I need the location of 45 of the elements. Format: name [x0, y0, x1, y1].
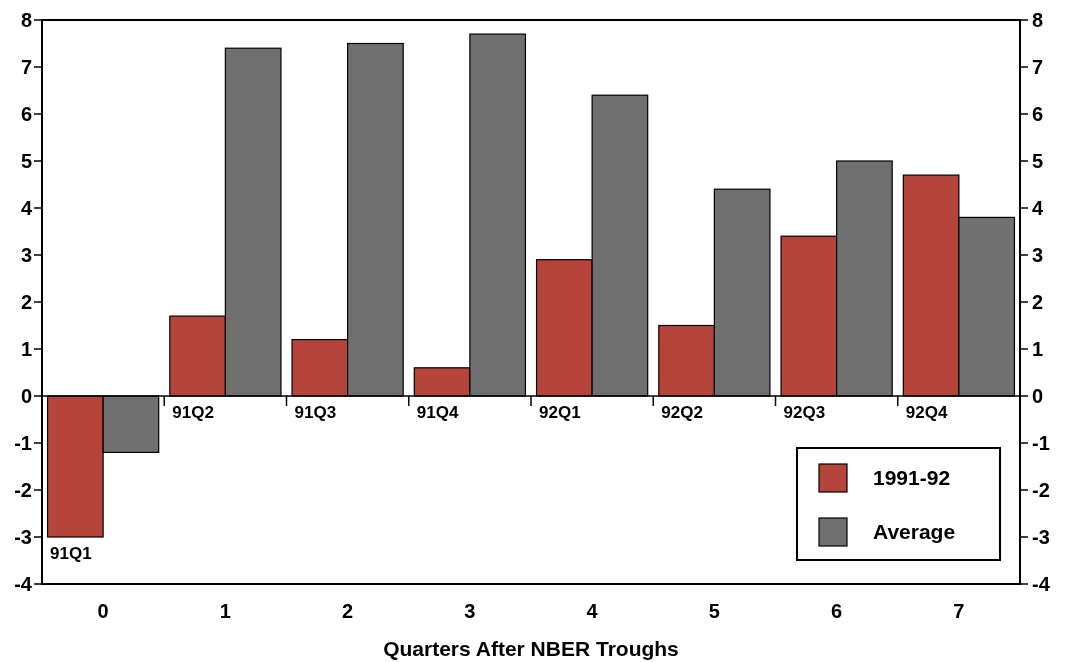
annotation: 92Q3: [783, 403, 826, 422]
y-tick-label: 6: [20, 103, 32, 125]
annotation: 92Q4: [905, 403, 948, 422]
annotation: 92Q2: [661, 403, 703, 422]
y-tick-label: 3: [20, 244, 32, 266]
y2-tick-label: -1: [1032, 432, 1050, 454]
y2-tick-label: -2: [1032, 479, 1050, 501]
y2-tick-label: 5: [1032, 150, 1044, 172]
y-tick-label: 0: [20, 385, 32, 407]
y-tick-label: -3: [14, 526, 32, 548]
x-tick-label: 5: [708, 600, 720, 622]
annotation: 91Q4: [416, 403, 459, 422]
y2-tick-label: 6: [1032, 103, 1044, 125]
annotation: 92Q1: [539, 403, 581, 422]
y-tick-label: -4: [14, 573, 33, 595]
y-tick-label: 2: [20, 291, 32, 313]
y2-tick-label: 1: [1032, 338, 1044, 360]
x-tick-label: 0: [97, 600, 109, 622]
x-tick-label: 6: [831, 600, 843, 622]
x-tick-label: 1: [219, 600, 231, 622]
y2-tick-label: 4: [1032, 197, 1044, 219]
y-tick-label: 4: [20, 197, 33, 219]
y2-tick-label: 2: [1032, 291, 1044, 313]
y-tick-label: 5: [20, 150, 32, 172]
x-tick-label: 7: [953, 600, 965, 622]
x-tick-label: 4: [586, 600, 599, 622]
y-tick-label: -2: [14, 479, 32, 501]
y-tick-label: 7: [20, 56, 32, 78]
x-tick-label: 2: [342, 600, 354, 622]
annotation: 91Q2: [172, 403, 214, 422]
x-tick-label: 3: [464, 600, 476, 622]
x-axis-title: Quarters After NBER Troughs: [383, 637, 679, 660]
annotation: 91Q3: [294, 403, 337, 422]
legend-label: Average: [873, 520, 956, 544]
y2-tick-label: -4: [1032, 573, 1051, 595]
annotation: 91Q1: [50, 544, 92, 563]
legend-label: 1991-92: [873, 466, 951, 490]
y2-tick-label: 3: [1032, 244, 1044, 266]
y2-tick-label: -3: [1032, 526, 1050, 548]
y2-tick-label: 8: [1032, 9, 1044, 31]
y-tick-label: -1: [14, 432, 32, 454]
y2-tick-label: 7: [1032, 56, 1044, 78]
y-tick-label: 8: [20, 9, 32, 31]
y-tick-label: 1: [20, 338, 32, 360]
y2-tick-label: 0: [1032, 385, 1044, 407]
